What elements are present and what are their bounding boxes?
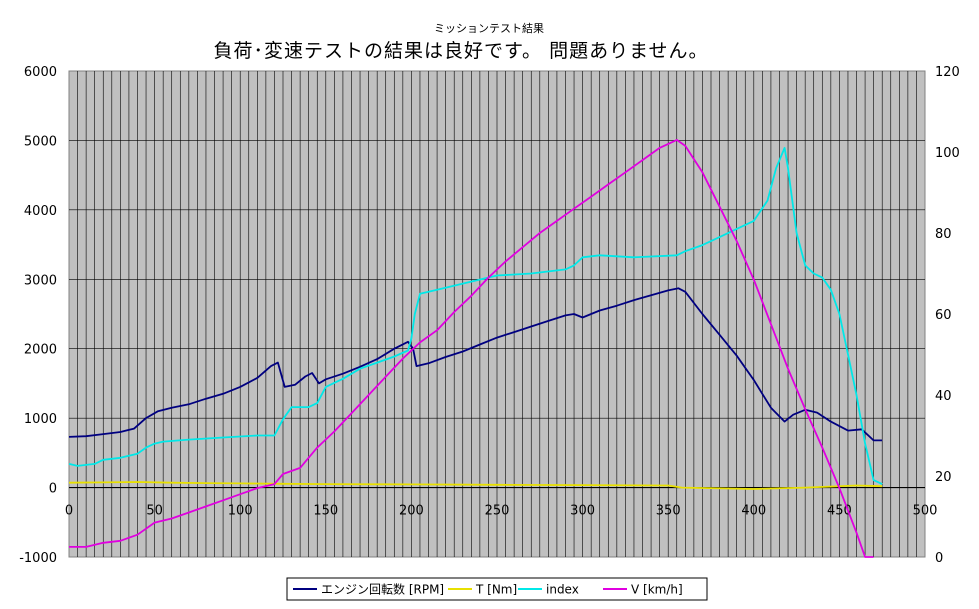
y-right-tick-label: 120 [935,65,960,80]
x-axis: 0 50 100 150 200 250 300 350 400 450 500 [65,504,938,519]
y-right-tick-label: 60 [935,308,952,323]
legend-label: V [km/h] [631,583,683,597]
x-tick-label: 100 [228,504,253,519]
chart-subtitle: ミッションテスト結果 [434,21,544,35]
y-left-tick-label: -1000 [19,551,57,566]
legend-label: index [546,583,579,597]
y-axis-right: 0 20 40 60 80 100 120 [935,65,960,566]
x-tick-label: 0 [65,504,73,519]
x-tick-label: 200 [399,504,424,519]
legend-label: T [Nm] [475,583,517,597]
legend: エンジン回転数 [RPM] T [Nm] index V [km/h] [286,577,708,601]
y-right-tick-label: 40 [935,389,952,404]
y-left-tick-label: 4000 [24,204,57,219]
x-tick-label: 250 [485,504,510,519]
x-tick-label: 350 [656,504,681,519]
x-tick-label: 300 [570,504,595,519]
series-layer [68,138,883,558]
series-line-3 [68,146,883,485]
legend-label: エンジン回転数 [RPM] [321,582,444,597]
series-line-1 [68,287,883,442]
grid [69,71,925,557]
y-left-tick-label: 6000 [24,65,57,80]
y-left-tick-label: 3000 [24,273,57,288]
x-tick-label: 500 [913,504,938,519]
x-tick-label: 50 [146,504,163,519]
series-line-4 [69,138,874,558]
y-right-tick-label: 0 [935,551,943,566]
y-right-tick-label: 80 [935,227,952,242]
y-right-tick-label: 20 [935,470,952,485]
y-left-tick-label: 2000 [24,343,57,358]
x-tick-label: 400 [741,504,766,519]
y-left-tick-label: 0 [49,482,57,497]
x-tick-label: 150 [313,504,338,519]
y-axis-left: -1000 0 1000 2000 3000 4000 5000 6000 [19,65,57,566]
chart-title: 負荷･変速テストの結果は良好です。 問題ありません。 [213,40,708,62]
series-line-2 [68,481,883,490]
legend-box [286,577,708,601]
y-left-tick-label: 5000 [24,134,57,149]
x-tick-label: 450 [827,504,852,519]
y-left-tick-label: 1000 [24,412,57,427]
y-right-tick-label: 100 [935,146,960,161]
